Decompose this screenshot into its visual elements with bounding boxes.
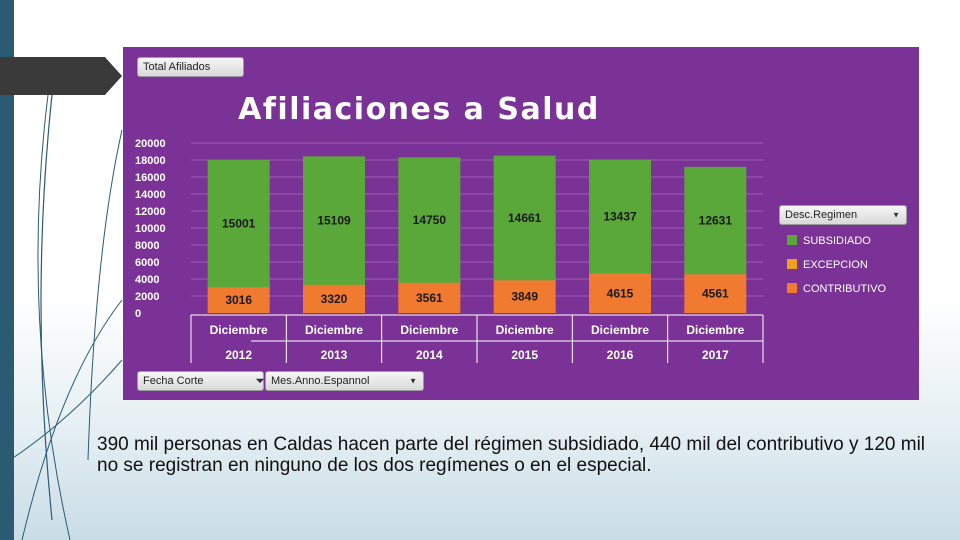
chevron-down-icon: ▼ (892, 210, 900, 220)
data-label: 15109 (317, 214, 351, 228)
y-tick-label: 18000 (135, 155, 166, 167)
y-tick-label: 2000 (135, 291, 159, 303)
desc-regimen-dropdown[interactable]: Desc.Regimen ▼ (779, 205, 907, 225)
y-tick-label: 20000 (135, 138, 166, 150)
filter-icon: ⏷ (255, 373, 265, 388)
x-tick-year: 2013 (321, 348, 348, 362)
x-tick-month: Diciembre (591, 323, 649, 337)
data-label: 3016 (225, 293, 252, 307)
x-tick-year: 2016 (607, 348, 634, 362)
x-tick-month: Diciembre (305, 323, 363, 337)
data-label: 3561 (416, 291, 443, 305)
data-label: 14750 (413, 213, 447, 227)
mes-anno-label: Mes.Anno.Espannol (271, 375, 370, 387)
data-label: 3849 (511, 290, 538, 304)
bar-contributivo[interactable] (493, 280, 556, 313)
bar-contributivo[interactable] (207, 287, 270, 313)
bar-contributivo[interactable] (398, 282, 461, 313)
x-tick-month: Diciembre (496, 323, 554, 337)
y-tick-label: 16000 (135, 172, 166, 184)
y-tick-label: 12000 (135, 206, 166, 218)
y-tick-label: 0 (135, 308, 141, 320)
bar-subsidiado[interactable] (493, 155, 556, 281)
legend-label-subsidiado[interactable]: SUBSIDIADO (803, 235, 871, 247)
data-label: 14661 (508, 211, 542, 225)
bar-subsidiado[interactable] (303, 156, 365, 285)
bar-contributivo[interactable] (303, 284, 365, 313)
bar-subsidiado[interactable] (398, 157, 461, 283)
data-label: 12631 (699, 214, 733, 228)
data-label: 3320 (321, 292, 348, 306)
x-tick-year: 2015 (511, 348, 538, 362)
data-label: 15001 (222, 217, 256, 231)
bar-contributivo[interactable] (684, 274, 747, 313)
bar-contributivo[interactable] (589, 273, 651, 313)
legend-label-excepcion[interactable]: EXCEPCION (803, 259, 868, 271)
bar-subsidiado[interactable] (207, 159, 270, 288)
chevron-down-icon: ▼ (409, 376, 417, 386)
y-tick-label: 10000 (135, 223, 166, 235)
x-tick-month: Diciembre (210, 323, 268, 337)
x-tick-year: 2012 (225, 348, 252, 362)
fecha-corte-label: Fecha Corte (143, 375, 204, 387)
y-tick-label: 14000 (135, 189, 166, 201)
y-tick-label: 8000 (135, 240, 159, 252)
chart-panel: Afiliaciones a Salud 0 2000 4000 6000 8000 10… (123, 47, 919, 400)
data-label: 4561 (702, 287, 729, 301)
desc-regimen-label: Desc.Regimen (785, 209, 858, 221)
decorative-lines (9, 94, 123, 540)
y-tick-label: 4000 (135, 274, 159, 286)
legend-swatch-excepcion (787, 259, 797, 269)
x-tick-month: Diciembre (686, 323, 744, 337)
data-label: 13437 (603, 210, 637, 224)
total-afiliados-button[interactable]: Total Afiliados (137, 57, 244, 77)
y-tick-label: 6000 (135, 257, 159, 269)
mes-anno-dropdown[interactable]: Mes.Anno.Espannol ▼ (265, 371, 424, 391)
left-accent-bar (0, 0, 14, 540)
legend: SUBSIDIADO EXCEPCION CONTRIBUTIVO (787, 235, 887, 295)
total-afiliados-label: Total Afiliados (143, 61, 211, 73)
legend-swatch-contributivo (787, 283, 797, 293)
legend-swatch-subsidiado (787, 235, 797, 245)
caption-text: 390 mil personas en Caldas hacen parte d… (97, 434, 926, 476)
x-tick-year: 2014 (416, 348, 443, 362)
arrow-tab-shape (0, 57, 122, 95)
bar-subsidiado[interactable] (589, 159, 651, 274)
chart-title: Afiliaciones a Salud (238, 92, 600, 127)
fecha-corte-dropdown[interactable]: Fecha Corte ⏷ (137, 371, 265, 391)
legend-label-contributivo[interactable]: CONTRIBUTIVO (803, 283, 887, 295)
bar-subsidiado[interactable] (684, 166, 747, 275)
stacked-bar-chart: Afiliaciones a Salud 0 2000 4000 6000 8000 10… (135, 92, 764, 363)
x-tick-year: 2017 (702, 348, 729, 362)
data-label: 4615 (607, 286, 634, 300)
x-tick-month: Diciembre (400, 323, 458, 337)
